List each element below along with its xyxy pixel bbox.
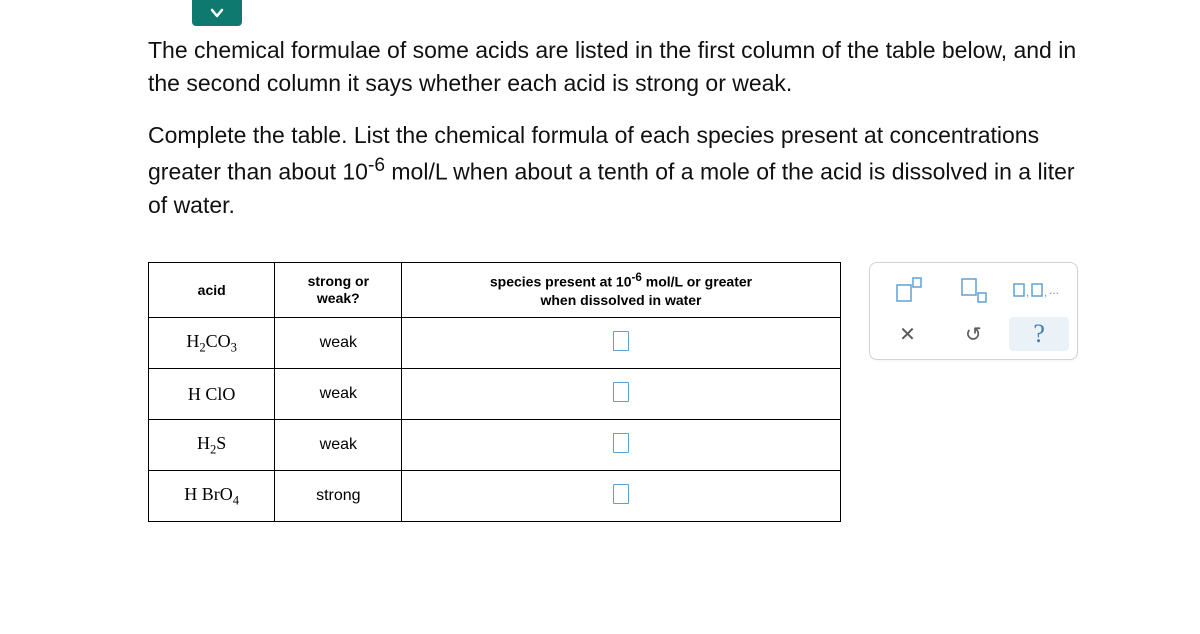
table-row: H ClOweak bbox=[149, 369, 841, 420]
question-paragraph-2: Complete the table. List the chemical fo… bbox=[148, 119, 1078, 223]
close-icon: ✕ bbox=[899, 322, 916, 347]
svg-text:,: , bbox=[1044, 285, 1047, 299]
cell-strength: strong bbox=[275, 471, 402, 522]
help-icon: ? bbox=[1033, 319, 1045, 349]
table-row: H BrO4strong bbox=[149, 471, 841, 522]
tool-help[interactable]: ? bbox=[1009, 317, 1069, 351]
tool-clear[interactable]: ✕ bbox=[878, 317, 938, 351]
svg-text:,: , bbox=[1026, 285, 1029, 299]
cell-acid: H2CO3 bbox=[149, 318, 275, 369]
input-placeholder-icon bbox=[613, 331, 629, 351]
input-placeholder-icon bbox=[613, 484, 629, 504]
cell-acid: H2S bbox=[149, 420, 275, 471]
tool-superscript[interactable] bbox=[878, 273, 938, 307]
cell-strength: weak bbox=[275, 318, 402, 369]
question-paragraph-1: The chemical formulae of some acids are … bbox=[148, 34, 1078, 101]
svg-text:...: ... bbox=[1049, 283, 1059, 297]
header-strength: strong or weak? bbox=[275, 263, 402, 318]
table-row: H2CO3weak bbox=[149, 318, 841, 369]
header-species: species present at 10-6 mol/L or greater… bbox=[402, 263, 840, 318]
cell-species-input[interactable] bbox=[402, 420, 840, 471]
cell-acid: H ClO bbox=[149, 369, 275, 420]
input-placeholder-icon bbox=[613, 382, 629, 402]
header-acid: acid bbox=[149, 263, 275, 318]
tool-reset[interactable]: ↺ bbox=[943, 317, 1003, 351]
cell-strength: weak bbox=[275, 420, 402, 471]
chevron-down-icon bbox=[209, 5, 225, 21]
tool-subscript[interactable] bbox=[943, 273, 1003, 307]
cell-species-input[interactable] bbox=[402, 318, 840, 369]
input-toolbox: , , ... ✕ ↺ ? bbox=[869, 262, 1078, 360]
question-content: The chemical formulae of some acids are … bbox=[148, 34, 1078, 522]
cell-acid: H BrO4 bbox=[149, 471, 275, 522]
tool-list[interactable]: , , ... bbox=[1009, 273, 1069, 307]
table-row: H2Sweak bbox=[149, 420, 841, 471]
acid-table-body: H2CO3weakH ClOweakH2SweakH BrO4strong bbox=[149, 318, 841, 522]
cell-species-input[interactable] bbox=[402, 471, 840, 522]
input-placeholder-icon bbox=[613, 433, 629, 453]
cell-strength: weak bbox=[275, 369, 402, 420]
acid-table: acid strong or weak? species present at … bbox=[148, 262, 841, 522]
dropdown-toggle[interactable] bbox=[192, 0, 242, 26]
cell-species-input[interactable] bbox=[402, 369, 840, 420]
reset-icon: ↺ bbox=[965, 322, 982, 347]
